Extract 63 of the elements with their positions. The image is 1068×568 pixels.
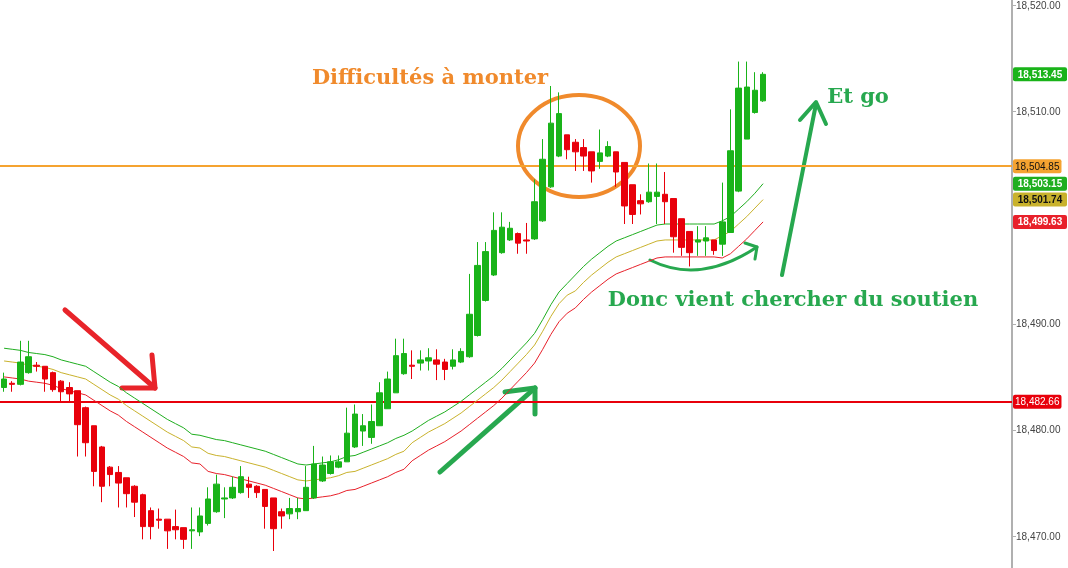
candlestick (295, 497, 301, 520)
y-tick-label: 18,520.00 (1016, 0, 1061, 11)
ref-line-label: 18,504.85 (1015, 160, 1060, 172)
candlestick (42, 365, 48, 393)
annotation: Difficultés à monter (311, 63, 550, 89)
candlestick (433, 348, 440, 381)
candlestick (393, 338, 399, 394)
text: 18,503.15 (1017, 178, 1063, 190)
candlestick (33, 361, 40, 373)
candlestick (50, 371, 56, 393)
candlestick (286, 497, 293, 520)
y-tick-label: 18,480.00 (1016, 424, 1061, 436)
candlestick (409, 349, 415, 380)
candlestick (352, 404, 358, 449)
candlestick (613, 151, 619, 188)
candlestick (246, 476, 252, 499)
y-tick-label: 18,490.00 (1016, 318, 1061, 330)
text: Et go (827, 82, 889, 108)
candlestick (662, 171, 668, 225)
candlestick (556, 91, 562, 158)
text: 18,499.63 (1017, 216, 1063, 228)
candlestick (703, 225, 709, 257)
candlestick (564, 134, 570, 160)
candlestick (711, 239, 717, 256)
candlestick (744, 61, 750, 140)
candlestick (646, 163, 652, 204)
y-tick-label: 18,510.00 (1016, 105, 1061, 117)
candlestick (262, 488, 268, 530)
candlestick (1, 372, 7, 393)
candlestick (760, 71, 766, 103)
candlestick (140, 493, 146, 540)
candlestick (695, 225, 701, 257)
candlestick (9, 380, 15, 393)
candlestick (107, 465, 113, 487)
candlestick (254, 484, 260, 499)
text: 18,513.45 (1017, 68, 1063, 80)
candlestick (499, 211, 505, 255)
candlestick (360, 413, 366, 447)
candlestick (548, 85, 554, 189)
candlestick (752, 71, 758, 115)
candlestick (156, 508, 162, 530)
candlestick (605, 140, 611, 158)
ref-line-label: 18,482.66 (1015, 396, 1060, 408)
candlestick (450, 348, 456, 370)
y-tick-label: 18,470.00 (1016, 530, 1061, 542)
candlestick (458, 347, 464, 364)
candlestick (99, 445, 105, 503)
candlestick (148, 506, 154, 540)
candlestick (442, 358, 448, 381)
text: 18,501.74 (1017, 194, 1063, 206)
candlestick (523, 222, 530, 255)
annotation: Donc vient chercher du soutien (607, 285, 979, 311)
candlestick (344, 407, 350, 463)
candlestick (515, 232, 521, 255)
candlestick (507, 221, 513, 242)
candlestick (491, 211, 497, 277)
candlestick (205, 486, 211, 527)
candlestick (91, 425, 97, 487)
candlestick (597, 129, 603, 170)
candlestick (197, 506, 203, 537)
candlestick (189, 506, 195, 550)
candlestick (401, 338, 407, 376)
candlestick (238, 465, 244, 495)
